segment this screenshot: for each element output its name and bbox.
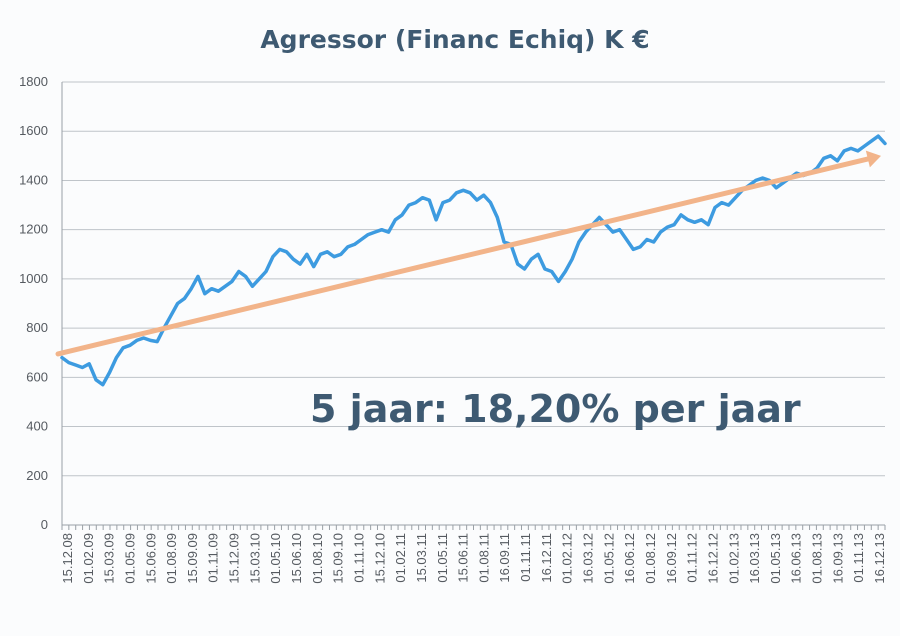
y-tick-label: 0 bbox=[41, 517, 48, 532]
x-tick-label: 16.03.13 bbox=[747, 533, 762, 584]
x-tick-label: 16.12.11 bbox=[539, 533, 554, 583]
x-tick-label: 01.02.13 bbox=[726, 533, 741, 584]
chart-title: Agressor (Financ Echiq) K € bbox=[260, 25, 649, 54]
x-tick-label: 15.06.10 bbox=[289, 533, 304, 584]
x-tick-label: 01.05.11 bbox=[435, 533, 450, 583]
x-tick-label: 01.08.11 bbox=[476, 533, 491, 583]
x-tick-label: 15.12.09 bbox=[227, 533, 242, 584]
x-tick-label: 16.06.13 bbox=[789, 533, 804, 584]
x-tick-label: 01.05.09 bbox=[122, 533, 137, 584]
x-tick-label: 01.11.12 bbox=[685, 533, 700, 583]
x-tick-label: 16.03.12 bbox=[581, 533, 596, 584]
y-tick-label: 800 bbox=[26, 320, 48, 335]
y-tick-label: 200 bbox=[26, 468, 48, 483]
x-tick-label: 16.09.12 bbox=[664, 533, 679, 584]
y-tick-label: 600 bbox=[26, 369, 48, 384]
x-tick-label: 01.11.13 bbox=[851, 533, 866, 583]
grid-layer bbox=[61, 81, 885, 526]
y-tick-label: 400 bbox=[26, 419, 48, 434]
y-tick-label: 1800 bbox=[19, 74, 48, 89]
trend-layer bbox=[55, 150, 881, 357]
x-tick-label: 01.08.10 bbox=[310, 533, 325, 584]
x-tick-label: 15.03.10 bbox=[247, 533, 262, 584]
y-tick-label: 1600 bbox=[19, 123, 48, 138]
x-tick-label: 16.12.12 bbox=[705, 533, 720, 584]
x-tick-label: 01.11.09 bbox=[206, 533, 221, 583]
x-tick-label: 15.09.09 bbox=[185, 533, 200, 584]
x-tick-label: 01.08.12 bbox=[643, 533, 658, 584]
x-tick-label: 01.02.09 bbox=[81, 533, 96, 584]
growth-annotation: 5 jaar: 18,20% per jaar bbox=[310, 387, 801, 431]
x-tick-label: 15.06.09 bbox=[143, 533, 158, 584]
x-tick-label: 15.12.10 bbox=[372, 533, 387, 584]
series-line-0 bbox=[60, 134, 887, 387]
trend-arrow-line bbox=[55, 155, 873, 357]
x-tick-label: 01.02.11 bbox=[393, 533, 408, 583]
y-tick-label: 1000 bbox=[19, 271, 48, 286]
y-tick-label: 1200 bbox=[19, 222, 48, 237]
x-tick-label: 01.08.13 bbox=[810, 533, 825, 584]
series-layer bbox=[60, 134, 887, 387]
x-tick-label: 01.05.12 bbox=[601, 533, 616, 584]
x-tick-label: 15.06.11 bbox=[456, 533, 471, 583]
x-tick-label: 16.12.13 bbox=[872, 533, 887, 584]
x-axis-ticks: 15.12.08 01.02.09 15.03.09 01.05.09 15.06.09… bbox=[60, 525, 887, 584]
x-tick-label: 01.02.12 bbox=[560, 533, 575, 584]
x-tick-label: 01.05.10 bbox=[268, 533, 283, 584]
x-tick-label: 01.08.09 bbox=[164, 533, 179, 584]
x-tick-label: 01.05.13 bbox=[768, 533, 783, 584]
x-tick-label: 16.06.12 bbox=[622, 533, 637, 584]
trend-arrow-head bbox=[865, 150, 881, 168]
x-tick-label: 15.12.08 bbox=[60, 533, 75, 584]
x-tick-label: 15.03.11 bbox=[414, 533, 429, 583]
x-tick-label: 15.03.09 bbox=[102, 533, 117, 584]
x-tick-label: 01.11.11 bbox=[518, 533, 533, 582]
x-tick-label: 15.09.10 bbox=[331, 533, 346, 584]
y-axis-ticks: 0 200 400 600 800 1000 1200 1400 1600 1800 bbox=[19, 74, 48, 532]
x-tick-label: 16.09.11 bbox=[497, 533, 512, 583]
x-tick-label: 01.11.10 bbox=[351, 533, 366, 583]
x-tick-label: 16.09.13 bbox=[830, 533, 845, 584]
y-tick-label: 1400 bbox=[19, 172, 48, 187]
